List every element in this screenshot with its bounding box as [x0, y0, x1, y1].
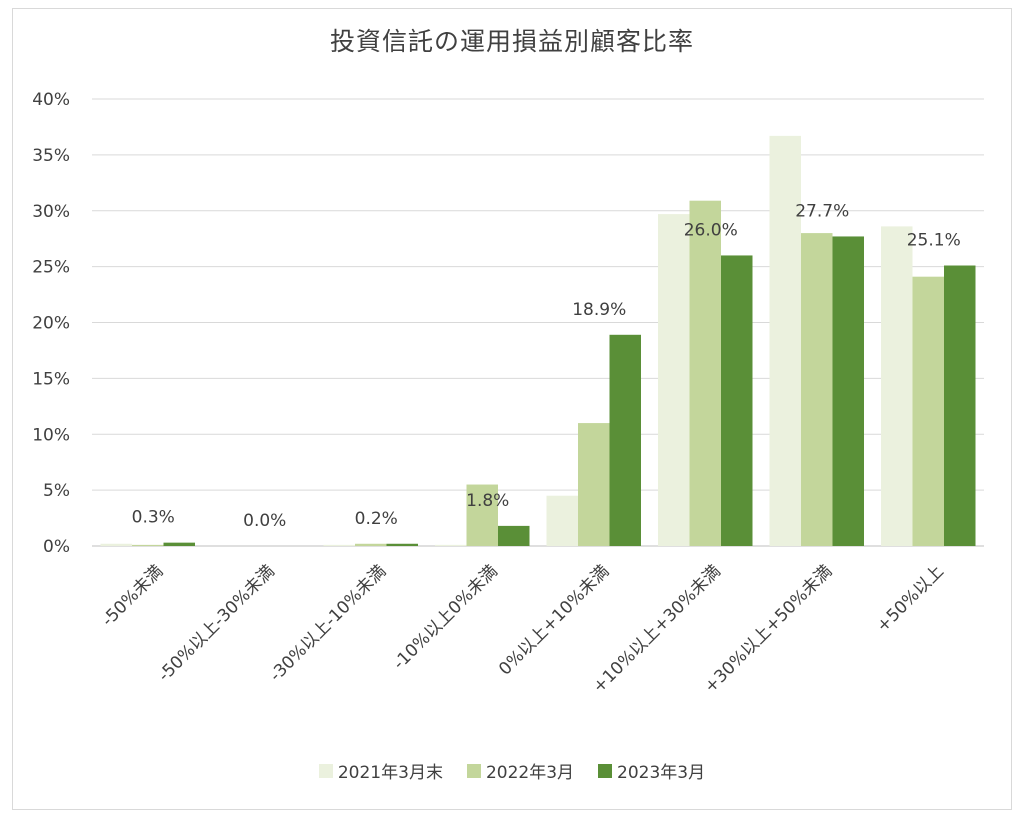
- bar-chart: 0% 5% 10% 15% 20% 25% 30% 35% 40% 0.3% 0.0% 0.2% 1.…: [32, 90, 984, 697]
- bar: [323, 544, 355, 546]
- bar: [355, 543, 387, 546]
- bar: [546, 495, 578, 546]
- bar: [435, 544, 467, 546]
- legend-label: 2023年3月: [617, 763, 706, 783]
- y-tick-label: 10%: [32, 425, 70, 445]
- bar: [912, 276, 944, 546]
- x-tick-label: +10%以上+30%未満: [589, 561, 725, 697]
- data-label: 25.1%: [907, 231, 961, 251]
- data-label: 0.3%: [132, 508, 175, 528]
- x-tick-label: -10%以上0%未満: [389, 561, 501, 673]
- bar: [498, 525, 530, 546]
- bar: [609, 334, 641, 546]
- x-tick-label: +30%以上+50%未満: [700, 561, 836, 697]
- bar: [721, 255, 753, 546]
- legend-swatch: [598, 763, 613, 778]
- legend-item: 2023年3月: [598, 758, 705, 783]
- data-label: 27.7%: [795, 201, 849, 221]
- legend-item: 2021年3月末: [318, 758, 443, 783]
- legend-swatch: [318, 763, 333, 778]
- data-label: 26.0%: [684, 220, 738, 240]
- y-tick-label: 5%: [43, 481, 70, 501]
- bar: [466, 484, 498, 546]
- y-tick-label: 30%: [32, 202, 70, 222]
- bar: [658, 214, 690, 547]
- legend-item: 2022年3月: [466, 758, 575, 783]
- x-tick-label: -30%以上-10%未満: [266, 561, 390, 685]
- chart-legend: 2021年3月末 2022年3月 2023年3月: [0, 758, 1024, 783]
- y-tick-label: 15%: [32, 369, 70, 389]
- y-tick-label: 35%: [32, 146, 70, 166]
- bar: [386, 543, 418, 546]
- bar: [132, 544, 164, 546]
- data-label: 0.2%: [355, 509, 398, 529]
- chart-title: 投資信託の運用損益別顧客比率: [329, 27, 694, 56]
- x-tick-label: -50%未満: [98, 561, 167, 630]
- bar: [832, 236, 864, 546]
- legend-swatch: [466, 763, 481, 778]
- legend-label: 2022年3月: [485, 763, 575, 783]
- bar: [689, 200, 721, 546]
- x-tick-label: +50%以上: [873, 561, 948, 636]
- bar: [769, 135, 801, 546]
- y-tick-label: 25%: [32, 258, 70, 278]
- legend-label: 2021年3月末: [337, 763, 443, 783]
- y-tick-label: 40%: [32, 90, 70, 110]
- data-label: 18.9%: [572, 300, 626, 320]
- bar: [100, 543, 132, 546]
- y-tick-label: 20%: [32, 314, 70, 334]
- y-tick-label: 0%: [43, 537, 70, 557]
- bar: [163, 542, 195, 546]
- bar: [944, 265, 976, 546]
- x-tick-label: -50%以上-30%未満: [154, 561, 278, 685]
- x-tick-label: 0%以上+10%未満: [495, 561, 613, 679]
- bar: [578, 423, 610, 546]
- data-label: 1.8%: [466, 491, 509, 511]
- bar: [801, 233, 833, 546]
- data-label: 0.0%: [243, 511, 286, 531]
- bar: [881, 226, 913, 546]
